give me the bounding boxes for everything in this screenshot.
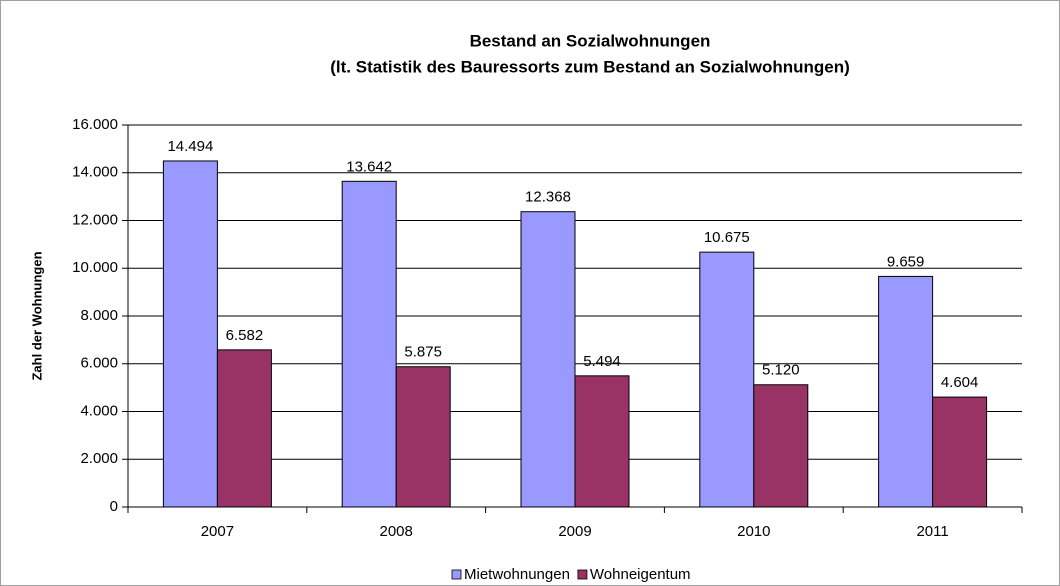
- bar: [520, 211, 576, 508]
- legend-label: Mietwohnungen: [464, 566, 570, 583]
- x-tick-label: 2011: [916, 523, 948, 540]
- y-tick-label: 4.000: [80, 402, 118, 419]
- x-tick-label: 2008: [380, 523, 413, 540]
- value-label: 6.582: [226, 327, 264, 344]
- bar: [574, 375, 630, 508]
- value-label: 5.494: [583, 353, 621, 370]
- chart-title: Bestand an Sozialwohnungen: [470, 31, 711, 50]
- y-axis-label: Zahl der Wohnungen: [29, 251, 44, 380]
- value-label: 13.642: [346, 158, 392, 175]
- bar: [395, 366, 451, 508]
- y-tick-label: 2.000: [80, 450, 118, 467]
- bar: [162, 160, 218, 508]
- bar: [216, 349, 272, 508]
- y-tick-label: 14.000: [72, 164, 118, 181]
- y-tick-label: 0: [110, 498, 118, 515]
- y-tick-label: 10.000: [72, 259, 118, 276]
- bar: [878, 275, 934, 508]
- legend-label: Wohneigentum: [590, 566, 691, 583]
- chart-subtitle: (lt. Statistik des Bauressorts zum Besta…: [330, 57, 850, 76]
- value-label: 14.494: [167, 138, 213, 155]
- bar: [932, 396, 988, 508]
- value-label: 12.368: [525, 189, 571, 206]
- y-tick-label: 8.000: [80, 307, 118, 324]
- bar: [753, 384, 809, 508]
- value-label: 10.675: [704, 229, 750, 246]
- value-label: 5.875: [404, 344, 442, 361]
- bar: [699, 251, 755, 508]
- y-tick-label: 16.000: [72, 116, 118, 133]
- x-tick-label: 2010: [737, 523, 770, 540]
- y-tick-label: 6.000: [80, 355, 118, 372]
- legend-swatch: [451, 569, 462, 580]
- value-label: 5.120: [762, 362, 800, 379]
- x-tick-label: 2009: [558, 523, 591, 540]
- x-tick-label: 2007: [201, 523, 234, 540]
- value-label: 9.659: [887, 253, 925, 270]
- legend-swatch: [577, 569, 588, 580]
- y-tick-label: 12.000: [72, 211, 118, 228]
- bar: [341, 180, 397, 508]
- value-label: 4.604: [941, 374, 979, 391]
